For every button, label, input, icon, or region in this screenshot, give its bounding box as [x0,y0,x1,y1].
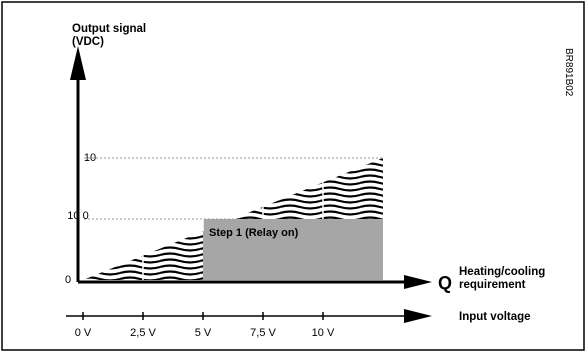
input-tick-label: 0 V [75,327,92,339]
y-tick-label: 10 [84,152,96,164]
y-axis-label-line2: (VDC) [72,36,104,48]
x-axis-label-line1: Heating/cooling [459,266,545,278]
input-tick-label: 2,5 V [130,327,156,339]
input-tick-label: 5 V [195,327,212,339]
figure-code: BR891B02 [563,48,574,97]
input-tick-label: 10 V [312,327,335,339]
x-axis-arrow [404,275,432,289]
step-label: Step 1 (Relay on) [209,227,299,239]
input-axis-arrow [404,309,432,323]
input-axis-ticks: 0 V 2,5 V 5 V 7,5 V 10 V [75,312,335,339]
y-axis-arrow [70,46,86,80]
input-tick-label: 7,5 V [250,327,276,339]
y-tick-label: 0 [65,274,71,286]
input-axis-label: Input voltage [459,311,531,323]
x-axis-label-line2: requirement [459,279,526,291]
step-area [203,219,383,280]
hatch-dividers [142,182,324,280]
x-axis-q-label: Q [438,273,452,293]
y-tick-label: 10 0 [67,210,88,222]
y-axis-label-line1: Output signal [72,23,146,35]
